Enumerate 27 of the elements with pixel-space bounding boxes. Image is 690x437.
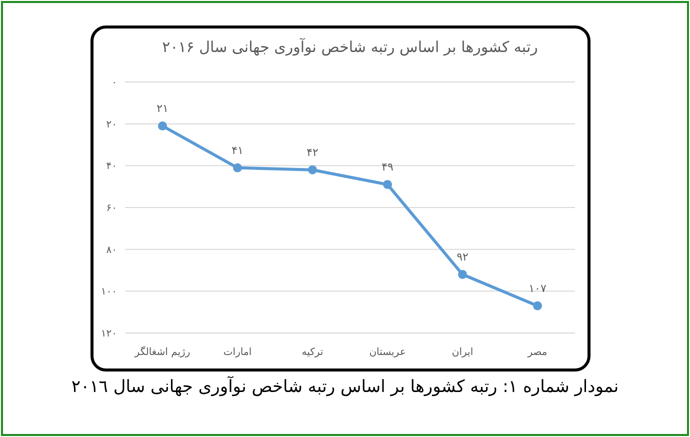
x-tick-label: امارات <box>223 347 252 358</box>
point <box>158 121 167 130</box>
x-tick-label: ایران <box>452 347 474 358</box>
data-label: ۴۹ <box>382 160 394 174</box>
data-label: ۴۱ <box>232 144 244 157</box>
point <box>383 180 392 189</box>
point <box>533 301 542 310</box>
x-tick-label: عربستان <box>369 347 406 358</box>
y-tick-label: ۴۰ <box>106 161 117 172</box>
data-label: ۴۲ <box>306 146 318 159</box>
point <box>233 163 242 172</box>
y-tick-label: ۱۲۰ <box>100 328 117 340</box>
y-tick-label: ۸۰ <box>106 244 117 256</box>
text: نمودار شماره ١: رتبه کشورها بر اساس رتبه شاخص نوآوری جهانی سال ٢٠١٦ <box>71 376 619 397</box>
x-tick-label: مصر <box>526 347 548 358</box>
y-tick-label: ۰ <box>112 78 117 88</box>
y-tick-label: ۲۰ <box>106 119 117 130</box>
y-tick-label: ۱۰۰ <box>100 286 117 298</box>
chart-title: رتبه کشورها بر اساس رتبه شاخص نوآوری جهانی سال ۲۰۱۶ <box>162 37 538 56</box>
data-label: ۲۱ <box>156 102 168 115</box>
x-tick-label: ترکیه <box>302 347 324 358</box>
data-label: ۱۰۷ <box>528 282 546 295</box>
x-tick-label: رژیم اشغالگر <box>134 346 190 358</box>
data-label: ۹۲ <box>456 250 468 264</box>
point <box>308 165 317 174</box>
y-tick-label: ۶۰ <box>106 203 117 214</box>
point <box>458 270 467 279</box>
